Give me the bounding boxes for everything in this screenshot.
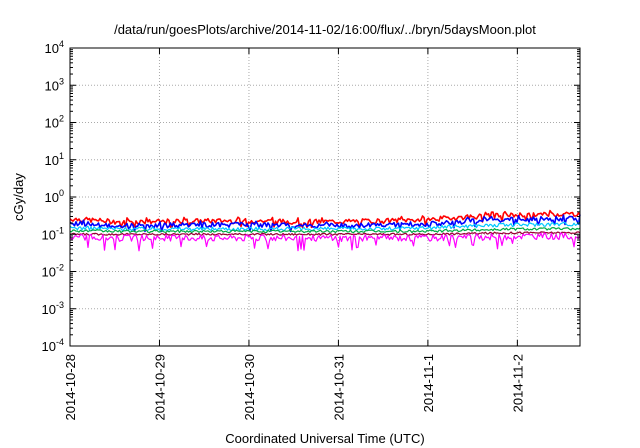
y-tick-label: 102 [45, 114, 64, 131]
y-tick-label: 101 [45, 151, 64, 168]
series-line-dark-red [69, 231, 581, 236]
grid-lines [70, 48, 580, 346]
series-line-red [69, 209, 581, 229]
x-tick-label: 2014-10-30 [242, 354, 257, 421]
y-tick-label: 10-2 [42, 263, 64, 280]
y-tick-label: 10-1 [42, 225, 64, 242]
data-series [69, 209, 581, 252]
x-tick-labels: 2014-10-28 2014-10-29 2014-10-30 2014-10-31… [63, 354, 525, 421]
x-tick-label: 2014-11-2 [510, 354, 525, 412]
x-tick-label: 2014-10-28 [63, 354, 78, 421]
y-tick-label: 103 [45, 76, 64, 93]
chart-title: /data/run/goesPlots/archive/2014-11-02/1… [114, 22, 536, 37]
x-tick-label: 2014-10-29 [152, 354, 167, 421]
y-tick-label: 104 [45, 39, 64, 56]
y-tick-labels: 10-4 10-3 10-2 10-1 100 101 102 103 104 [42, 39, 64, 354]
y-tick-label: 100 [45, 188, 64, 205]
series-line-blue [69, 214, 581, 233]
axis-ticks [69, 47, 580, 347]
series-line-magenta [69, 232, 581, 252]
x-tick-label: 2014-10-31 [331, 354, 346, 421]
y-tick-label: 10-3 [42, 300, 64, 317]
y-tick-label: 10-4 [42, 337, 64, 354]
series-line-cyan [69, 221, 581, 232]
x-axis-label: Coordinated Universal Time (UTC) [225, 431, 424, 446]
series-line-green [69, 227, 581, 234]
y-axis-label: cGy/day [11, 173, 26, 221]
x-tick-label: 2014-11-1 [421, 354, 436, 412]
